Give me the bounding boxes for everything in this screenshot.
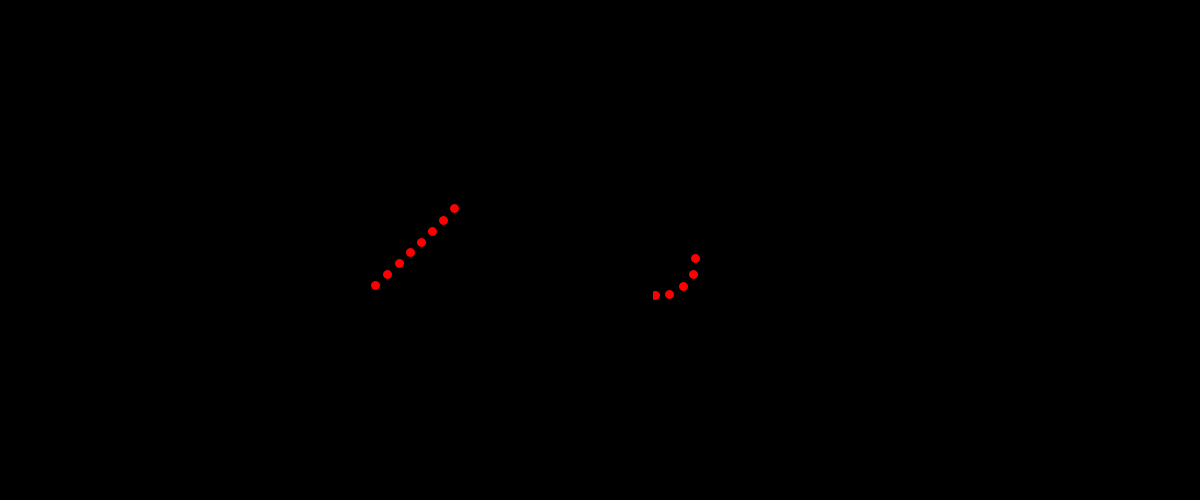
scatter-point [449, 203, 459, 213]
scatter-point [678, 281, 688, 291]
left-subplot-area [150, 60, 573, 445]
scatter-point [688, 269, 698, 279]
right-subplot-area [653, 60, 1076, 445]
scatter-point [690, 253, 700, 263]
scatter-point [653, 290, 660, 300]
scatter-point [370, 280, 380, 290]
scatter-point [416, 237, 426, 247]
scatter-point [382, 269, 392, 279]
scatter-point [438, 215, 448, 225]
scatter-point [394, 258, 404, 268]
scatter-point [427, 226, 437, 236]
scatter-point [664, 289, 674, 299]
scatter-point [405, 247, 415, 257]
